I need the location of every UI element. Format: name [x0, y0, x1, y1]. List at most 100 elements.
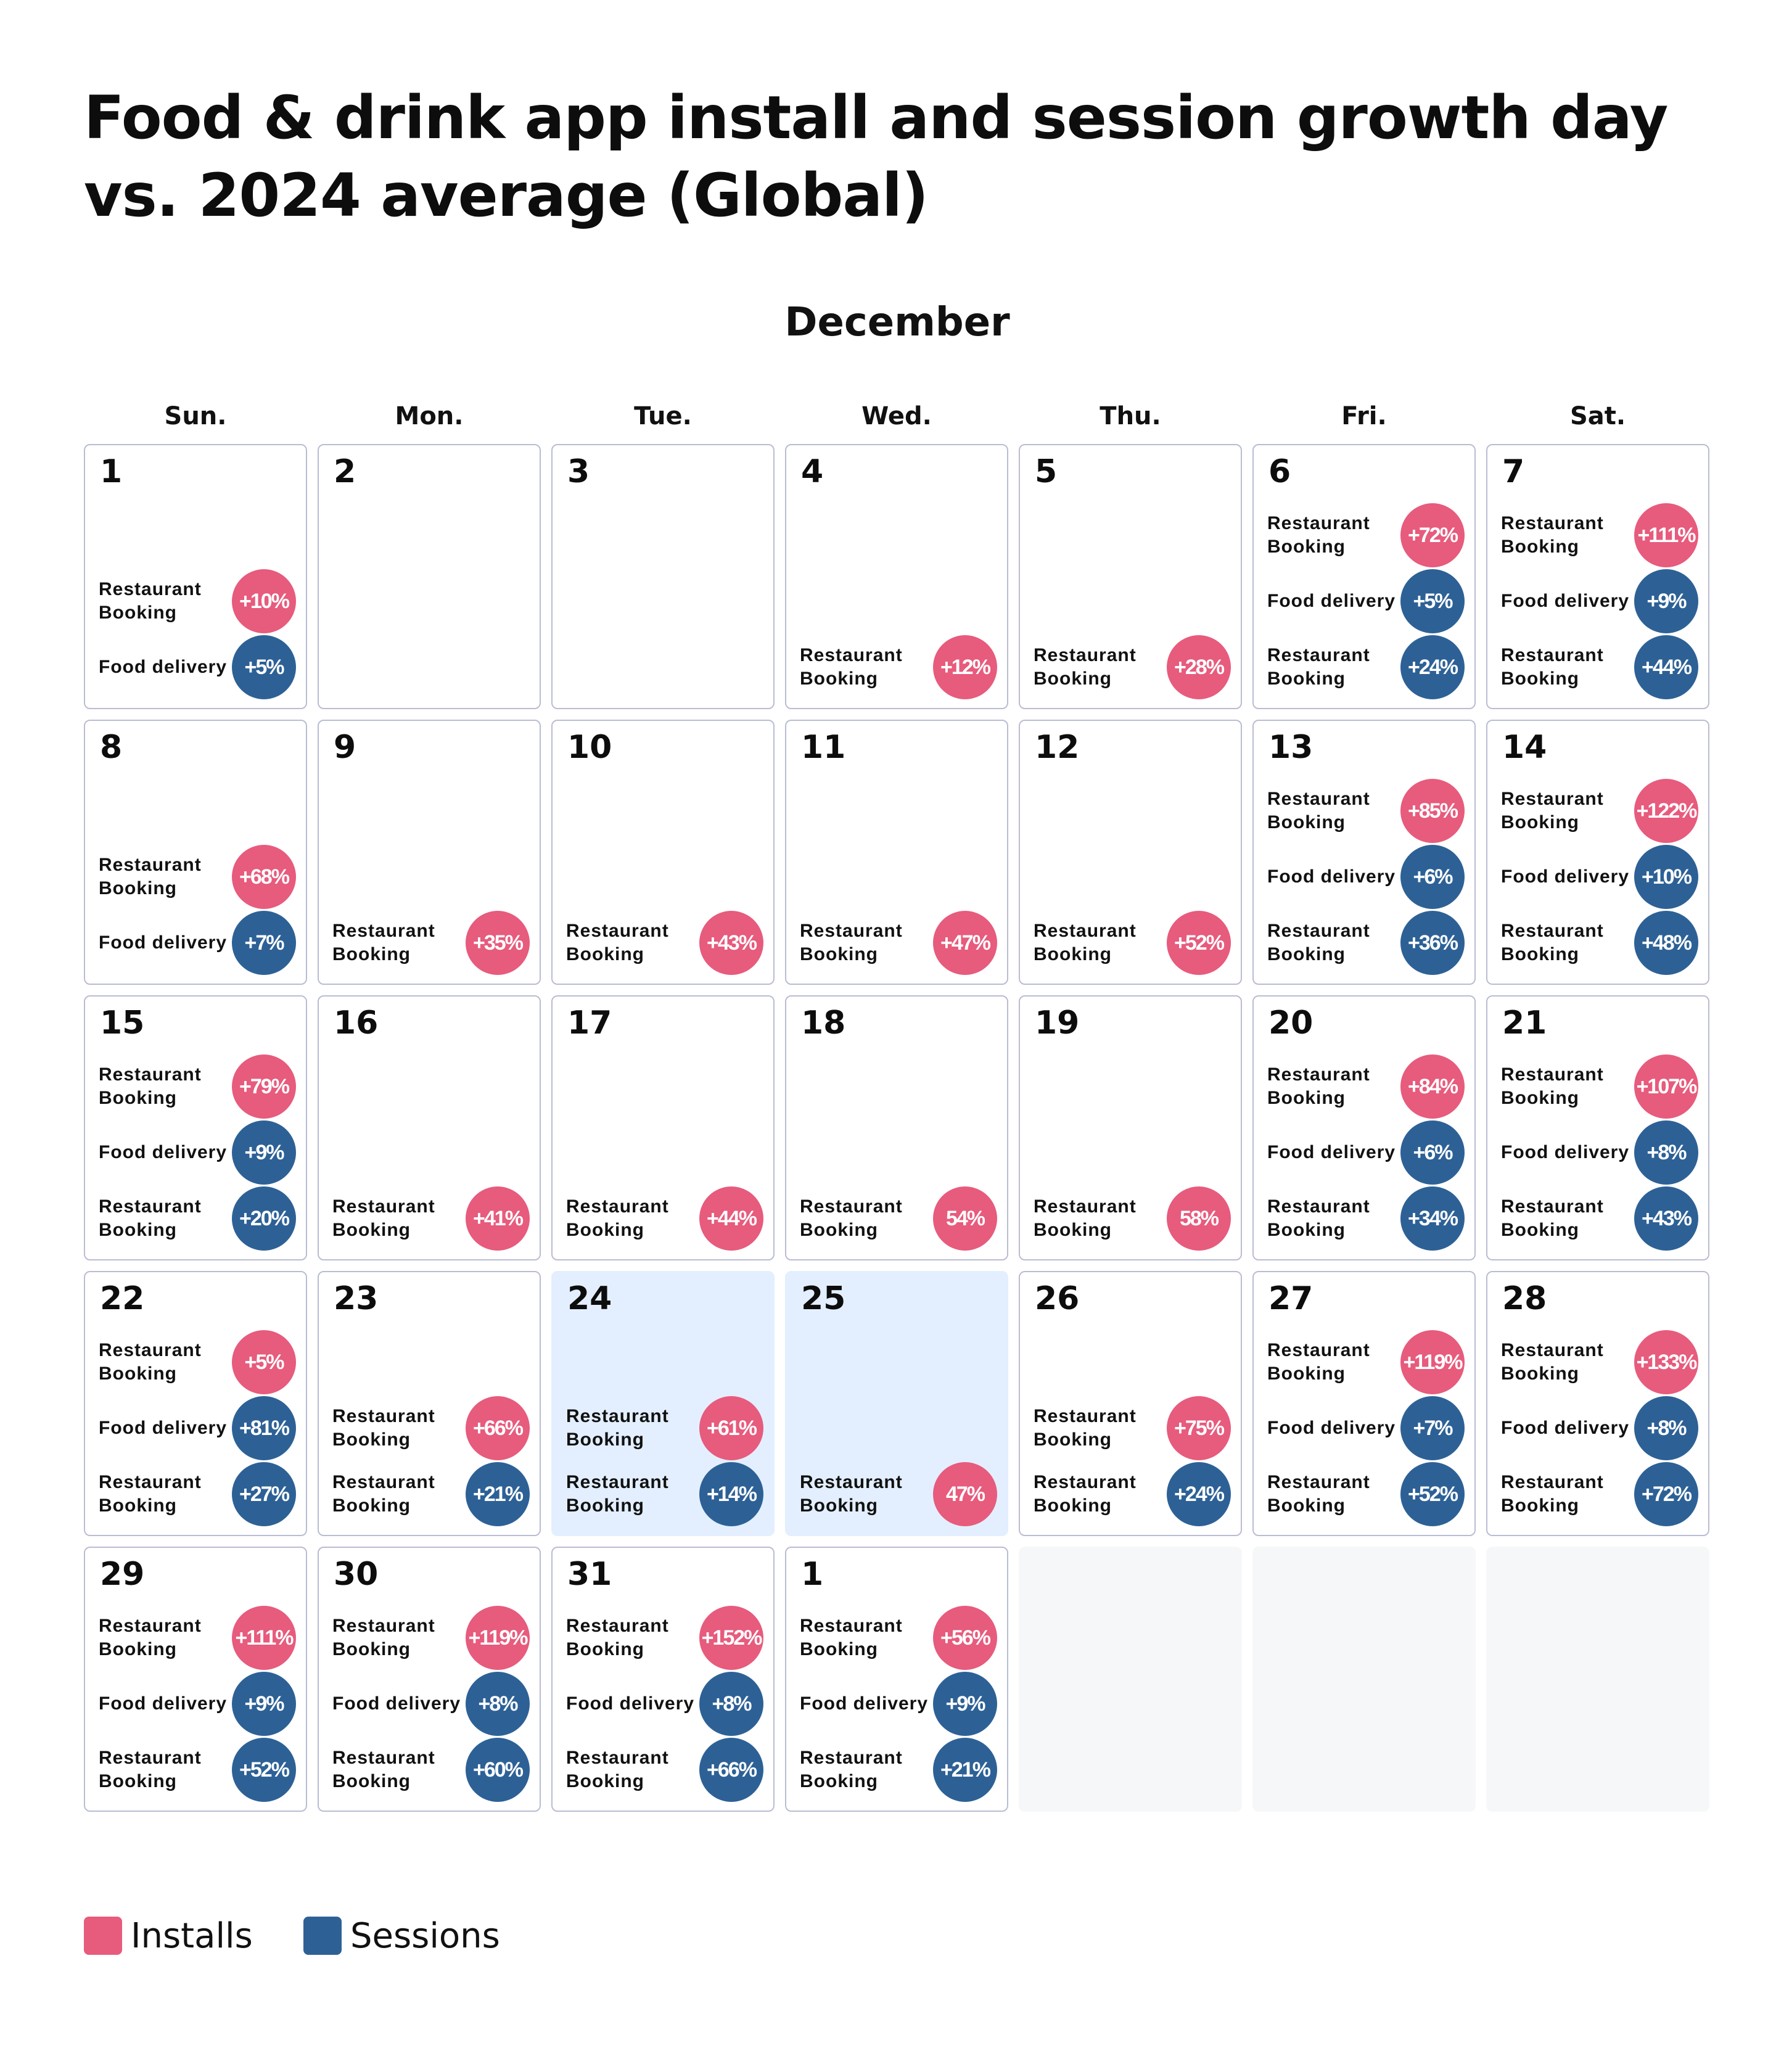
category-label: Restaurant Booking: [1267, 921, 1370, 964]
installs-bubble: +35%: [466, 911, 530, 975]
metric-row: Restaurant Booking +52%: [1020, 910, 1241, 976]
category-label: Food delivery: [99, 657, 228, 677]
installs-bubble: +5%: [232, 1330, 296, 1394]
category-label: Food delivery: [1267, 591, 1396, 611]
category-label: Restaurant Booking: [800, 1616, 903, 1659]
legend-swatch: [303, 1917, 342, 1955]
metric-row: Restaurant Booking 54%: [786, 1186, 1007, 1251]
metric-row: Food delivery +81%: [85, 1396, 306, 1461]
category-label: Restaurant Booking: [566, 921, 669, 964]
category-label: Restaurant Booking: [566, 1616, 669, 1659]
category-label: Food delivery: [1501, 591, 1630, 611]
metric-row: Restaurant Booking +119%: [1254, 1330, 1474, 1395]
sessions-bubble: +81%: [232, 1396, 296, 1460]
sessions-bubble: +72%: [1634, 1462, 1698, 1526]
day-number: 19: [1035, 1005, 1080, 1042]
day-cell: 25 Restaurant Booking 47%: [785, 1271, 1008, 1536]
metric-row: Food delivery +7%: [85, 910, 306, 976]
installs-bubble: +75%: [1167, 1396, 1231, 1460]
day-cell: 1 Restaurant Booking +10% Food delivery +5%: [84, 444, 307, 709]
day-number: 21: [1502, 1005, 1547, 1042]
metric-row: Food delivery +5%: [85, 635, 306, 700]
day-number: 17: [567, 1005, 612, 1042]
installs-bubble: +107%: [1634, 1054, 1698, 1119]
sessions-bubble: +6%: [1400, 845, 1465, 909]
metric-row: Food delivery +8%: [319, 1671, 540, 1737]
installs-bubble: +61%: [699, 1396, 763, 1460]
installs-bubble: 47%: [933, 1462, 997, 1526]
category-label: Restaurant Booking: [332, 1406, 435, 1450]
category-label: Restaurant Booking: [566, 1196, 669, 1240]
sessions-bubble: +9%: [232, 1120, 296, 1185]
legend-swatch: [84, 1917, 122, 1955]
category-label: Restaurant Booking: [99, 1616, 202, 1659]
installs-bubble: +111%: [232, 1606, 296, 1670]
metric-row: Restaurant Booking +66%: [553, 1737, 773, 1803]
sessions-bubble: +60%: [466, 1738, 530, 1802]
metric-row: Restaurant Booking +61%: [553, 1396, 773, 1461]
installs-bubble: +68%: [232, 845, 296, 909]
sessions-bubble: +8%: [1634, 1396, 1698, 1460]
day-cell: 16 Restaurant Booking +41%: [318, 995, 541, 1260]
category-label: Restaurant Booking: [1501, 1196, 1604, 1240]
day-number: 12: [1035, 729, 1080, 766]
day-cell: 31 Restaurant Booking +152% Food delivery +8…: [551, 1547, 775, 1812]
day-cell: 28 Restaurant Booking +133% Food delivery +8…: [1486, 1271, 1709, 1536]
weekday-label: Thu.: [1100, 402, 1161, 430]
category-label: Restaurant Booking: [99, 855, 202, 898]
category-label: Restaurant Booking: [1034, 1196, 1137, 1240]
installs-bubble: +119%: [466, 1606, 530, 1670]
day-number: 31: [567, 1556, 612, 1593]
day-number: 1: [100, 453, 123, 490]
metric-row: Restaurant Booking +60%: [319, 1737, 540, 1803]
metric-row: Restaurant Booking +133%: [1487, 1330, 1708, 1395]
day-number: 24: [567, 1280, 612, 1317]
legend-label: Sessions: [350, 1916, 500, 1956]
day-cell: 24 Restaurant Booking +61% Restaurant Booki…: [551, 1271, 775, 1536]
metric-row: Restaurant Booking +24%: [1254, 635, 1474, 700]
day-number: 16: [334, 1005, 379, 1042]
day-number: 15: [100, 1005, 145, 1042]
category-label: Restaurant Booking: [1267, 645, 1370, 689]
day-cell: 6 Restaurant Booking +72% Food delivery +5% R…: [1252, 444, 1476, 709]
empty-day-cell: [1486, 1547, 1709, 1812]
category-label: Restaurant Booking: [1501, 1472, 1604, 1516]
metric-row: Food delivery +9%: [1487, 569, 1708, 634]
installs-bubble: 58%: [1167, 1186, 1231, 1251]
sessions-bubble: +48%: [1634, 911, 1698, 975]
installs-bubble: +72%: [1400, 503, 1465, 567]
installs-bubble: +41%: [466, 1186, 530, 1251]
metric-row: Restaurant Booking +152%: [553, 1605, 773, 1671]
day-cell: 4 Restaurant Booking +12%: [785, 444, 1008, 709]
category-label: Restaurant Booking: [99, 579, 202, 623]
metric-row: Restaurant Booking +75%: [1020, 1396, 1241, 1461]
metric-row: Restaurant Booking +21%: [786, 1737, 1007, 1803]
metric-row: Restaurant Booking +111%: [1487, 503, 1708, 568]
category-label: Restaurant Booking: [1034, 1406, 1137, 1450]
sessions-bubble: +9%: [933, 1672, 997, 1736]
day-cell: 18 Restaurant Booking 54%: [785, 995, 1008, 1260]
day-number: 27: [1268, 1280, 1314, 1317]
day-number: 7: [1502, 453, 1525, 490]
day-cell: 22 Restaurant Booking +5% Food delivery +81%…: [84, 1271, 307, 1536]
sessions-bubble: +66%: [699, 1738, 763, 1802]
sessions-bubble: +14%: [699, 1462, 763, 1526]
day-number: 30: [334, 1556, 379, 1593]
installs-bubble: +79%: [232, 1054, 296, 1119]
category-label: Food delivery: [332, 1693, 461, 1714]
category-label: Restaurant Booking: [99, 1472, 202, 1516]
category-label: Food delivery: [1267, 1418, 1396, 1438]
sessions-bubble: +5%: [1400, 569, 1465, 633]
installs-bubble: +85%: [1400, 779, 1465, 843]
installs-bubble: 54%: [933, 1186, 997, 1251]
day-number: 13: [1268, 729, 1314, 766]
category-label: Restaurant Booking: [1501, 645, 1604, 689]
metric-row: Food delivery +7%: [1254, 1396, 1474, 1461]
category-label: Food delivery: [99, 1418, 228, 1438]
day-cell: 8 Restaurant Booking +68% Food delivery +7%: [84, 720, 307, 985]
category-label: Restaurant Booking: [332, 1616, 435, 1659]
category-label: Restaurant Booking: [99, 1064, 202, 1108]
day-number: 3: [567, 453, 590, 490]
category-label: Restaurant Booking: [332, 1472, 435, 1516]
metric-row: Restaurant Booking +84%: [1254, 1054, 1474, 1119]
